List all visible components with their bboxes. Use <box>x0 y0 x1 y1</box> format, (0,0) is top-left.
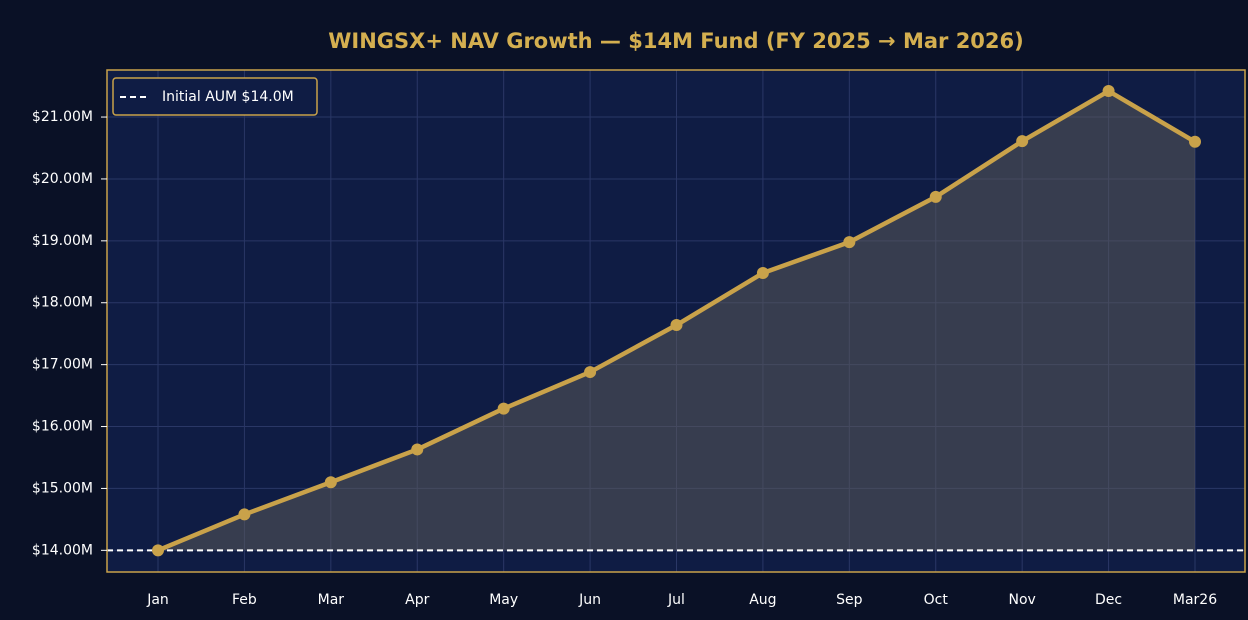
y-tick-label: $15.00M <box>32 480 93 496</box>
y-tick-label: $20.00M <box>32 171 93 187</box>
point <box>152 544 164 557</box>
y-tick-label: $17.00M <box>32 357 93 373</box>
x-tick-label: Jul <box>667 592 685 608</box>
point <box>324 476 337 489</box>
point <box>929 190 942 203</box>
x-tick-label: Sep <box>836 592 863 608</box>
x-tick-label: Jun <box>578 592 601 608</box>
x-tick-label: Jan <box>146 592 169 608</box>
point <box>238 508 251 521</box>
x-tick-label: Mar26 <box>1173 592 1217 608</box>
y-tick-label: $14.00M <box>32 542 93 558</box>
point <box>411 443 424 456</box>
point <box>1016 135 1029 148</box>
y-tick-label: $21.00M <box>32 109 93 125</box>
y-tick-label: $18.00M <box>32 295 93 311</box>
x-tick-label: May <box>489 592 518 608</box>
plot-border <box>106 69 1246 573</box>
x-tick-label: Aug <box>749 592 776 608</box>
legend-box <box>112 77 318 116</box>
point <box>584 366 597 379</box>
x-tick-label: Apr <box>405 592 429 608</box>
x-tick-label: Dec <box>1095 592 1122 608</box>
point <box>756 267 769 280</box>
point <box>1102 85 1115 98</box>
point <box>843 236 856 249</box>
area <box>158 91 1195 551</box>
x-tick-label: Feb <box>232 592 257 608</box>
x-tick-label: Oct <box>924 592 949 608</box>
legend: Initial AUM $14.0M <box>112 77 318 116</box>
y-tick-label: $16.00M <box>32 419 93 435</box>
marks <box>107 85 1245 557</box>
point <box>1189 135 1201 148</box>
chart-title: WINGSX+ NAV Growth — $14M Fund (FY 2025 … <box>328 29 1024 53</box>
x-tick-label: Mar <box>318 592 345 608</box>
point <box>670 319 683 332</box>
legend-label: Initial AUM $14.0M <box>162 89 294 105</box>
y-tick-label: $19.00M <box>32 233 93 249</box>
point <box>497 402 510 415</box>
x-tick-label: Nov <box>1009 592 1036 608</box>
